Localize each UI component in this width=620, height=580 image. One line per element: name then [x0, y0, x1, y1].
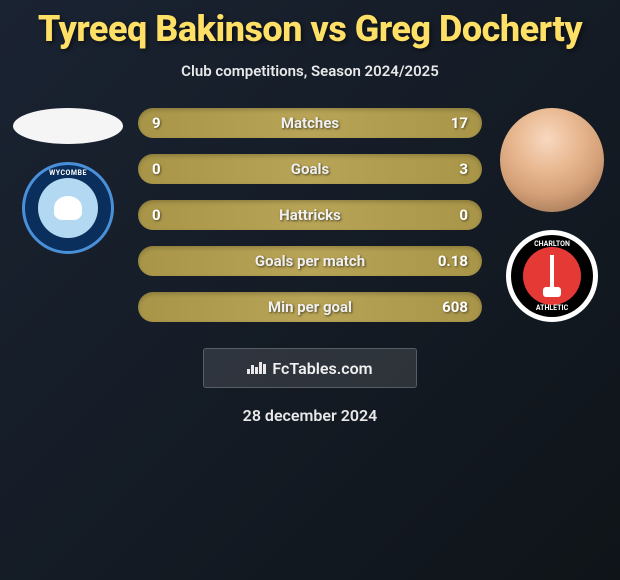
stat-left-value: 9: [152, 114, 182, 132]
team-left-logo: WYCOMBE: [22, 162, 114, 254]
stat-label: Goals per match: [255, 252, 365, 270]
stat-row-hattricks: 0 Hattricks 0: [138, 200, 482, 230]
page-subtitle: Club competitions, Season 2024/2025: [0, 62, 620, 80]
team-right-name-bottom: ATHLETIC: [511, 304, 593, 312]
hand-icon: [543, 287, 561, 297]
footer-attribution: FcTables.com: [203, 348, 417, 388]
chart-icon: [247, 362, 266, 374]
stat-right-value: 3: [438, 160, 468, 178]
stat-label: Goals: [291, 160, 329, 178]
team-right-inner-icon: CHARLTON ATHLETIC: [511, 235, 593, 317]
team-left-inner-icon: [38, 178, 98, 238]
stat-right-value: 608: [438, 298, 468, 316]
swan-icon: [54, 196, 82, 220]
date-label: 28 december 2024: [0, 406, 620, 425]
comparison-content: WYCOMBE 9 Matches 17 0 Goals 3 0 Hattric…: [0, 108, 620, 322]
player-right-column: CHARLTON ATHLETIC: [492, 108, 612, 322]
stats-container: 9 Matches 17 0 Goals 3 0 Hattricks 0 Goa…: [128, 108, 492, 322]
player-left-column: WYCOMBE: [8, 108, 128, 254]
team-left-name: WYCOMBE: [25, 169, 111, 177]
stat-right-value: 17: [438, 114, 468, 132]
stat-row-goals: 0 Goals 3: [138, 154, 482, 184]
footer-text: FcTables.com: [272, 359, 372, 378]
stat-right-value: 0.18: [438, 252, 468, 270]
stat-left-value: 0: [152, 206, 182, 224]
stat-row-goals-per-match: Goals per match 0.18: [138, 246, 482, 276]
player-right-avatar: [500, 108, 604, 212]
stat-label: Hattricks: [279, 206, 341, 224]
stat-label: Min per goal: [268, 298, 352, 316]
team-right-logo: CHARLTON ATHLETIC: [506, 230, 598, 322]
stat-left-value: 0: [152, 160, 182, 178]
stat-row-min-per-goal: Min per goal 608: [138, 292, 482, 322]
page-title: Tyreeq Bakinson vs Greg Docherty: [0, 0, 620, 50]
player-left-avatar: [13, 108, 123, 144]
team-right-circle-icon: [523, 247, 581, 305]
stat-row-matches: 9 Matches 17: [138, 108, 482, 138]
stat-label: Matches: [281, 114, 339, 132]
stat-right-value: 0: [438, 206, 468, 224]
